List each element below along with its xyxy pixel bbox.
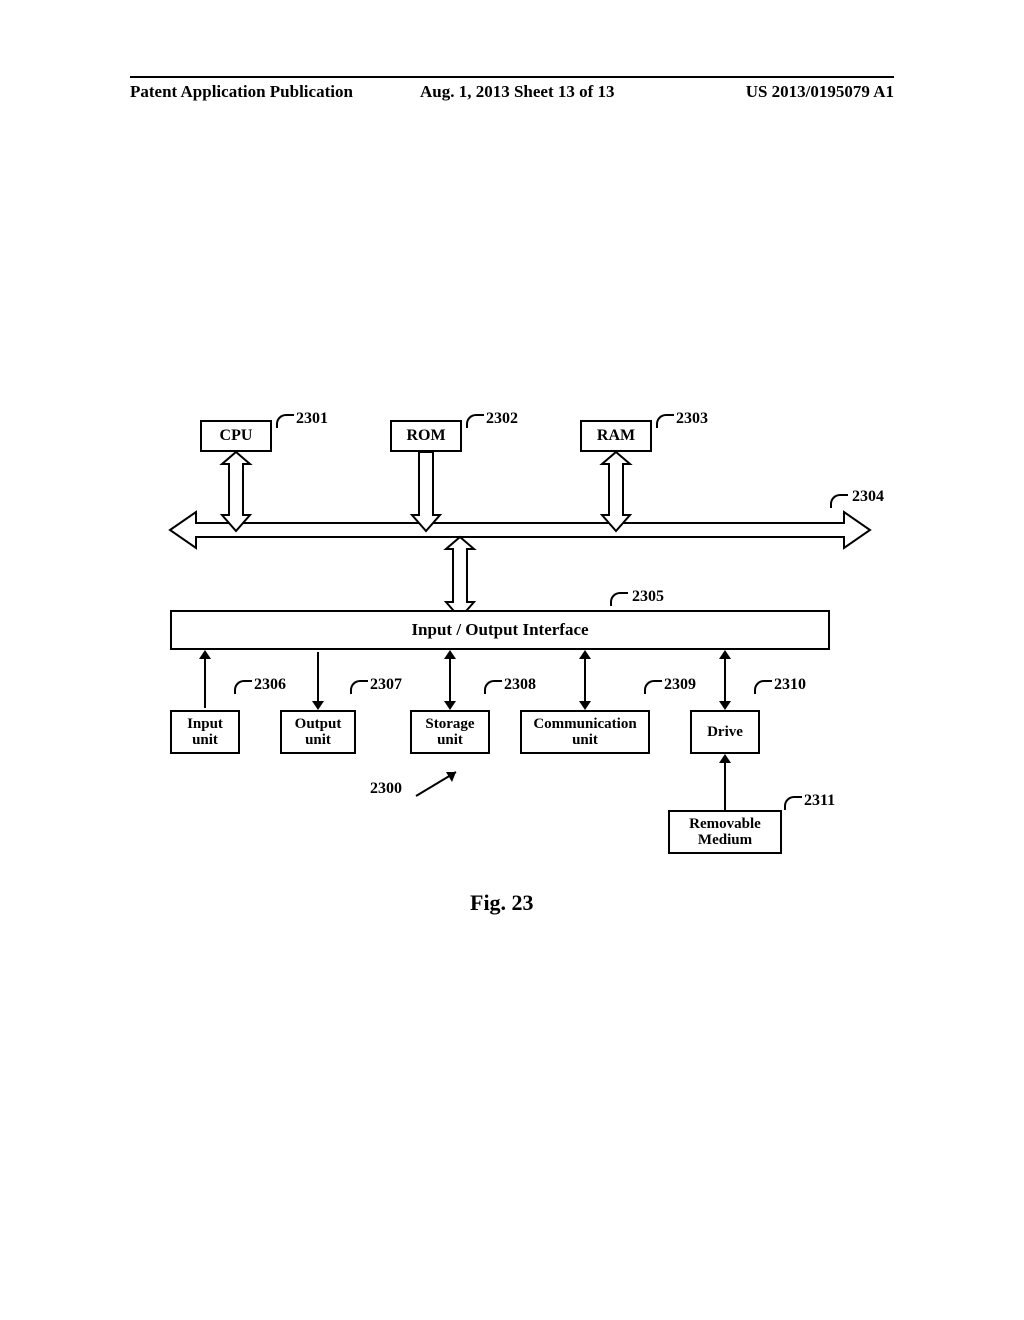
node-input-unit: Inputunit bbox=[170, 710, 240, 754]
leader-hook bbox=[656, 414, 674, 428]
system-bus bbox=[150, 510, 890, 550]
header-rule bbox=[130, 76, 894, 78]
header-pub-no: US 2013/0195079 A1 bbox=[746, 82, 894, 102]
figure-23-diagram: 2304CPU2301ROM2302RAM2303Input / Output … bbox=[170, 420, 890, 900]
io-arrow-2310 bbox=[713, 650, 737, 714]
leader-hook bbox=[350, 680, 368, 694]
header-publication: Patent Application Publication bbox=[130, 82, 353, 102]
ref-2301: 2301 bbox=[296, 410, 328, 428]
bus-arrow-cpu bbox=[216, 448, 256, 539]
node-removable-medium: RemovableMedium bbox=[668, 810, 782, 854]
header-date-sheet: Aug. 1, 2013 Sheet 13 of 13 bbox=[420, 82, 615, 102]
ref-2302: 2302 bbox=[486, 410, 518, 428]
ref-2306: 2306 bbox=[254, 676, 286, 694]
io-arrow-2306 bbox=[193, 650, 217, 714]
leader-hook bbox=[484, 680, 502, 694]
leader-hook bbox=[784, 796, 802, 810]
leader-hook bbox=[754, 680, 772, 694]
ref-2309: 2309 bbox=[664, 676, 696, 694]
bus-io-arrow bbox=[440, 533, 480, 614]
node-output-unit: Outputunit bbox=[280, 710, 356, 754]
leader-hook bbox=[830, 494, 848, 508]
io-arrow-2307 bbox=[306, 650, 330, 714]
io-interface-box: Input / Output Interface bbox=[170, 610, 830, 650]
io-arrow-2309 bbox=[573, 650, 597, 714]
ref-2300-arrow bbox=[412, 766, 472, 806]
figure-caption: Fig. 23 bbox=[470, 890, 534, 916]
node-drive: Drive bbox=[690, 710, 760, 754]
leader-hook bbox=[644, 680, 662, 694]
leader-hook bbox=[466, 414, 484, 428]
ref-2308: 2308 bbox=[504, 676, 536, 694]
io-arrow-2308 bbox=[438, 650, 462, 714]
ref-2300: 2300 bbox=[370, 780, 402, 798]
ref-2310: 2310 bbox=[774, 676, 806, 694]
leader-hook bbox=[610, 592, 628, 606]
ref-2305: 2305 bbox=[632, 588, 664, 606]
node-storage-unit: Storageunit bbox=[410, 710, 490, 754]
drive-removable-arrow bbox=[713, 754, 737, 814]
leader-hook bbox=[276, 414, 294, 428]
ref-2303: 2303 bbox=[676, 410, 708, 428]
node-communication-unit: Communicationunit bbox=[520, 710, 650, 754]
bus-arrow-rom bbox=[406, 448, 446, 539]
leader-hook bbox=[234, 680, 252, 694]
ref-2304: 2304 bbox=[852, 488, 884, 506]
bus-arrow-ram bbox=[596, 448, 636, 539]
ref-2307: 2307 bbox=[370, 676, 402, 694]
ref-2311: 2311 bbox=[804, 792, 835, 810]
